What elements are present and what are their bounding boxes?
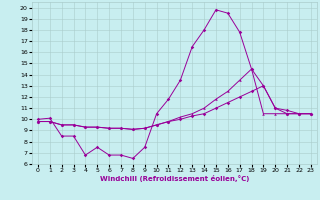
X-axis label: Windchill (Refroidissement éolien,°C): Windchill (Refroidissement éolien,°C): [100, 175, 249, 182]
